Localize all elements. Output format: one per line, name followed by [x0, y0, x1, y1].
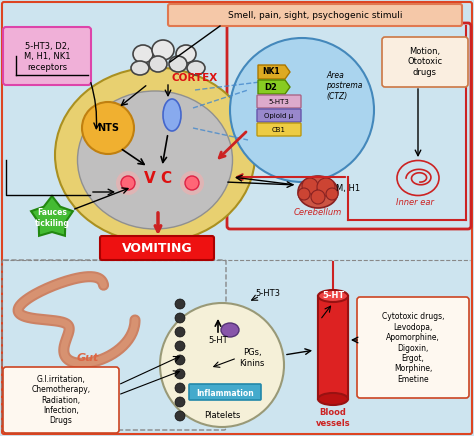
Text: Area
postrema
(CTZ): Area postrema (CTZ): [326, 71, 363, 101]
Text: V C: V C: [144, 170, 172, 185]
Circle shape: [298, 188, 310, 200]
Text: Cytotoxic drugs,
Levodopa,
Apomorphine,
Digoxin,
Ergot,
Morphine,
Emetine: Cytotoxic drugs, Levodopa, Apomorphine, …: [382, 312, 444, 384]
Circle shape: [175, 397, 185, 407]
Circle shape: [175, 355, 185, 365]
Circle shape: [311, 190, 325, 204]
Ellipse shape: [169, 56, 187, 72]
Ellipse shape: [187, 61, 205, 75]
Circle shape: [116, 171, 140, 195]
FancyBboxPatch shape: [168, 4, 462, 26]
FancyBboxPatch shape: [189, 384, 261, 400]
Ellipse shape: [318, 290, 348, 302]
Text: G.I.irritation,
Chemotherapy,
Radiation,
Infection,
Drugs: G.I.irritation, Chemotherapy, Radiation,…: [31, 375, 91, 425]
Ellipse shape: [152, 40, 174, 60]
Text: NTS: NTS: [97, 123, 119, 133]
Circle shape: [230, 38, 374, 182]
Text: Blood
vessels: Blood vessels: [316, 408, 350, 428]
Text: 5-HT3, D2,
M, H1, NK1
receptors: 5-HT3, D2, M, H1, NK1 receptors: [24, 42, 70, 72]
Ellipse shape: [55, 68, 255, 242]
FancyBboxPatch shape: [382, 37, 468, 87]
Text: CB1: CB1: [272, 127, 286, 133]
Circle shape: [175, 383, 185, 393]
Text: Inflammation: Inflammation: [196, 388, 254, 398]
Circle shape: [175, 327, 185, 337]
Circle shape: [180, 171, 204, 195]
FancyBboxPatch shape: [318, 296, 348, 399]
Circle shape: [326, 188, 338, 200]
Text: Cerebellum: Cerebellum: [294, 208, 342, 217]
Text: CORTEX: CORTEX: [172, 73, 218, 83]
Text: NK1: NK1: [262, 68, 280, 76]
Circle shape: [160, 303, 284, 427]
Circle shape: [175, 341, 185, 351]
Text: 5-HT3: 5-HT3: [269, 99, 290, 105]
Ellipse shape: [176, 45, 196, 63]
Ellipse shape: [221, 323, 239, 337]
Circle shape: [175, 411, 185, 421]
Circle shape: [317, 178, 335, 196]
Ellipse shape: [131, 61, 149, 75]
Text: M, H1: M, H1: [336, 184, 360, 193]
Text: 5-HT: 5-HT: [208, 335, 228, 344]
Text: VOMITING: VOMITING: [122, 242, 192, 255]
Bar: [318, 296, 348, 399]
Ellipse shape: [298, 176, 338, 208]
FancyBboxPatch shape: [257, 109, 301, 122]
Circle shape: [82, 102, 134, 154]
Ellipse shape: [133, 45, 153, 63]
FancyBboxPatch shape: [3, 367, 119, 433]
Circle shape: [302, 178, 318, 194]
FancyBboxPatch shape: [257, 95, 301, 108]
Text: Opioid μ: Opioid μ: [264, 113, 293, 119]
Text: Gut: Gut: [77, 353, 99, 363]
FancyBboxPatch shape: [257, 123, 301, 136]
Text: 5-HT: 5-HT: [322, 290, 344, 300]
Text: 5-HT3: 5-HT3: [255, 289, 281, 297]
Circle shape: [185, 176, 199, 190]
Text: Platelets: Platelets: [204, 411, 240, 419]
Text: Motion,
Ototoxic
drugs: Motion, Ototoxic drugs: [408, 47, 443, 77]
Circle shape: [175, 299, 185, 309]
Text: PGs,
Kinins: PGs, Kinins: [239, 348, 264, 368]
FancyBboxPatch shape: [3, 27, 91, 85]
Polygon shape: [258, 80, 290, 94]
Ellipse shape: [78, 91, 233, 229]
Ellipse shape: [163, 99, 181, 131]
FancyBboxPatch shape: [100, 236, 214, 260]
Text: Smell, pain, sight, psychogenic stimuli: Smell, pain, sight, psychogenic stimuli: [228, 10, 402, 20]
Polygon shape: [31, 196, 73, 236]
Text: Inner ear: Inner ear: [396, 198, 434, 207]
Ellipse shape: [318, 393, 348, 405]
Text: Fauces
tickiling: Fauces tickiling: [35, 208, 69, 228]
Ellipse shape: [149, 56, 167, 72]
Text: D2: D2: [264, 82, 277, 92]
FancyBboxPatch shape: [357, 297, 469, 398]
Circle shape: [121, 176, 135, 190]
Circle shape: [175, 369, 185, 379]
Polygon shape: [258, 65, 290, 79]
Circle shape: [175, 313, 185, 323]
